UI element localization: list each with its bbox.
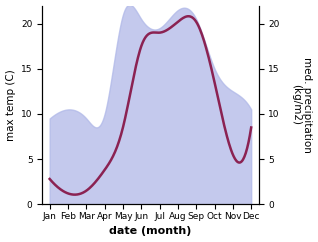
Y-axis label: med. precipitation
(kg/m2): med. precipitation (kg/m2) [291, 57, 313, 153]
Y-axis label: max temp (C): max temp (C) [5, 69, 16, 141]
X-axis label: date (month): date (month) [109, 227, 192, 236]
